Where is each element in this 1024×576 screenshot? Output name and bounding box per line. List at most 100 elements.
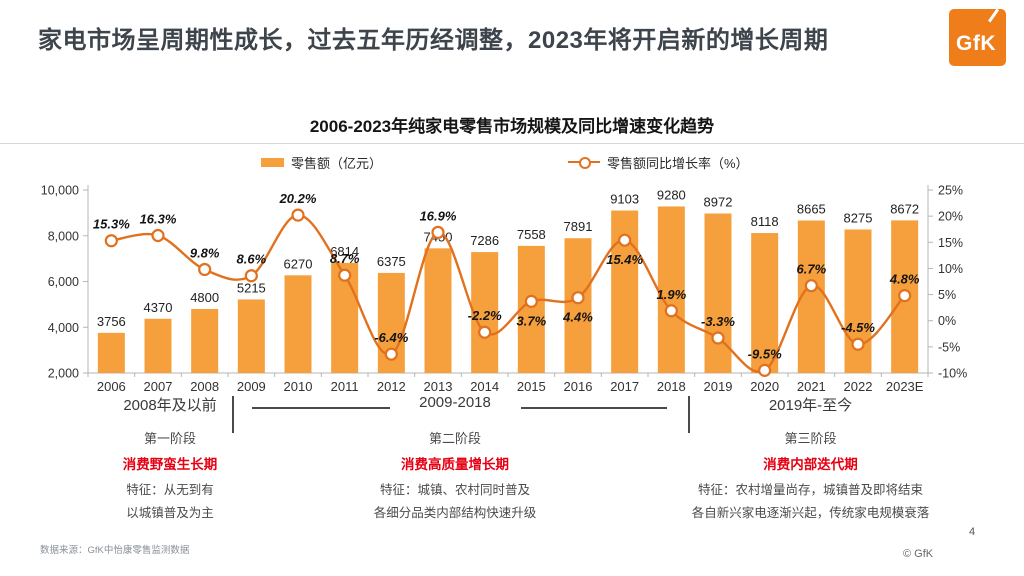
gfk-logo-accent-icon: [987, 8, 1000, 23]
right-axis-tick-label: 25%: [938, 184, 963, 198]
stage2-phase: 消费高质量增长期: [401, 457, 509, 472]
chart-title: 2006-2023年纯家电零售市场规模及同比增速变化趋势: [309, 117, 715, 136]
growth-label: 1.9%: [657, 287, 687, 302]
bar-value-label: 6375: [377, 254, 406, 269]
x-axis-year-label: 2009: [237, 379, 266, 394]
left-axis-tick-label: 8,000: [48, 229, 79, 243]
right-axis-tick-label: 15%: [938, 236, 963, 250]
bar-value-label: 8118: [751, 214, 779, 229]
title-divider: [0, 143, 1024, 144]
left-axis-tick-label: 6,000: [48, 275, 79, 289]
growth-label: 16.9%: [420, 208, 457, 223]
growth-line: [111, 213, 906, 374]
bar-value-label: 3756: [97, 314, 126, 329]
bar-value-label: 8275: [844, 210, 873, 225]
growth-label: -3.3%: [701, 314, 735, 329]
gfk-logo-text: GfK: [956, 32, 996, 55]
bar-2014: [471, 252, 499, 373]
bar-value-label: 4370: [144, 300, 173, 315]
stage2-label: 第二阶段: [428, 431, 481, 446]
marker-2010: [291, 208, 305, 222]
stage2-feature-2: 各细分品类内部结构快速升级: [373, 506, 537, 520]
bar-2013: [424, 248, 452, 373]
right-axis-tick-label: 20%: [938, 210, 963, 224]
growth-label: -6.4%: [374, 330, 408, 345]
trend-chart: 2,000 4,000 6,000 8,000 10,000 -10% -5% 0% 5% 10%…: [41, 184, 967, 395]
marker-2007: [151, 228, 165, 243]
left-axis-tick-label: 10,000: [41, 184, 79, 198]
page-title: 家电市场呈周期性成长，过去五年历经调整，2023年将开启新的增长周期: [38, 27, 829, 54]
right-axis-tick-label: 10%: [938, 262, 963, 276]
stage3-label: 第三阶段: [784, 431, 837, 446]
growth-label: -2.2%: [468, 308, 502, 323]
stage1-feature-2: 以城镇普及为主: [126, 506, 214, 520]
right-axis-tick-label: -10%: [938, 367, 967, 381]
bar-legend-label: 零售额（亿元）: [291, 155, 383, 171]
growth-label: -9.5%: [748, 346, 782, 361]
bar-2010: [284, 275, 312, 373]
stage1-period: 2008年及以前: [123, 397, 217, 414]
bar-value-label: 8972: [704, 195, 733, 210]
gfk-logo: GfK: [949, 8, 1006, 66]
growth-label: 9.8%: [190, 245, 220, 260]
bar-2006: [97, 332, 125, 373]
copyright-note: © GfK: [903, 548, 934, 560]
growth-label: 3.7%: [517, 313, 547, 328]
page-number: 4: [968, 526, 976, 538]
bar-value-label: 7558: [517, 227, 546, 242]
right-axis-tick-label: 0%: [938, 314, 956, 328]
marker-2021: [804, 279, 818, 293]
bar-value-label: 6270: [284, 256, 313, 271]
bar-value-label: 7891: [564, 219, 593, 234]
x-axis-year-label: 2011: [331, 379, 359, 394]
marker-2011: [338, 268, 352, 282]
line-legend-swatch-icon: [568, 156, 600, 169]
stage2-connector-left: [252, 407, 390, 409]
bar-value-label: 5215: [237, 280, 266, 295]
stage3-feature-1: 特征：农村增量尚存，城镇普及即将结束: [697, 483, 923, 497]
right-axis-tick-label: 5%: [938, 288, 956, 302]
x-axis-year-label: 2016: [564, 379, 593, 394]
bar-value-label: 8665: [797, 202, 826, 217]
stage3-period: 2019年-至今: [768, 397, 853, 414]
marker-2018: [664, 304, 678, 318]
line-legend-label: 零售额同比增长率（%）: [607, 155, 749, 171]
left-axis-tick-label: 2,000: [48, 367, 79, 381]
bar-value-label: 7286: [470, 233, 499, 248]
marker-2014: [478, 325, 492, 339]
growth-label: 8.7%: [330, 251, 360, 266]
stage3-phase: 消费内部迭代期: [763, 457, 858, 472]
bar-value-label: 8672: [890, 201, 919, 216]
bar-value-label: 9280: [657, 187, 686, 202]
stage2-feature-1: 特征：城镇、农村同时普及: [379, 483, 530, 497]
legend-line-series: 零售额同比增长率（%）: [568, 153, 749, 171]
bar-2007: [144, 318, 172, 373]
growth-label: 20.2%: [279, 191, 317, 206]
growth-label: 15.3%: [93, 217, 130, 232]
legend-bar-series: 零售额（亿元）: [261, 153, 382, 171]
x-axis-year-label: 2015: [517, 379, 546, 394]
data-source-note: 数据来源：GfK中怡康零售监测数据: [40, 545, 190, 556]
stage-divider-1: [232, 396, 234, 433]
x-axis-year-label: 2013: [424, 379, 453, 394]
x-axis-year-label: 2017: [610, 379, 639, 394]
stage2-period: 2009-2018: [419, 394, 491, 411]
marker-2008: [198, 262, 212, 277]
growth-label: 8.6%: [237, 252, 267, 267]
marker-2006: [104, 234, 118, 248]
x-axis-year-label: 2019: [704, 379, 733, 394]
stage3-feature-2: 各自新兴家电逐渐兴起，传统家电规模衰落: [691, 506, 930, 520]
bar-2019: [704, 213, 732, 373]
marker-2023E: [898, 289, 912, 303]
left-axis-tick-label: 4,000: [48, 321, 79, 335]
x-axis-year-label: 2008: [190, 379, 219, 394]
x-axis-year-label: 2020: [750, 379, 779, 394]
stage1-phase: 消费野蛮生长期: [122, 457, 218, 472]
marker-2016: [571, 291, 585, 305]
growth-label: 16.3%: [140, 211, 177, 226]
marker-2020: [758, 363, 772, 377]
marker-2019: [711, 331, 725, 345]
marker-2017: [618, 233, 632, 247]
x-axis-year-label: 2018: [657, 379, 686, 394]
growth-label: -4.5%: [841, 320, 875, 335]
